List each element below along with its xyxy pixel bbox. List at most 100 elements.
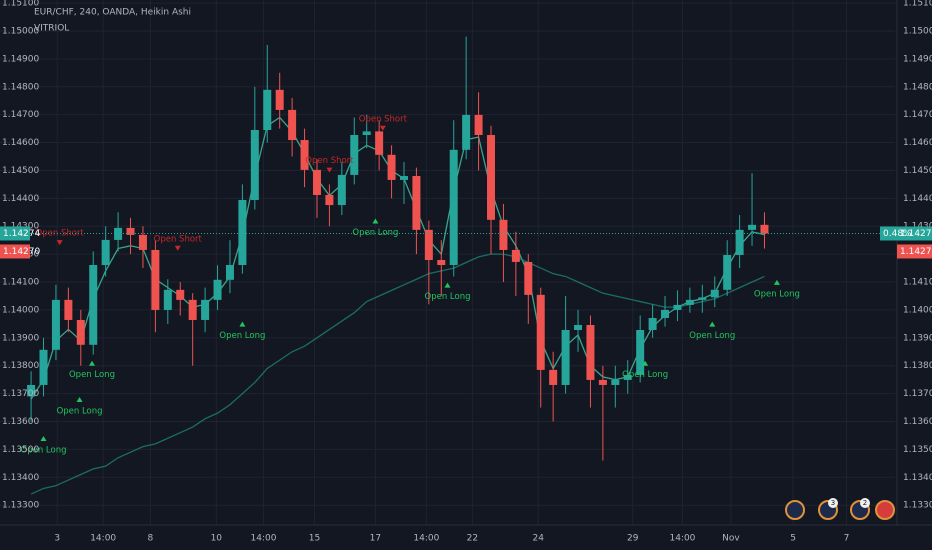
candle-body xyxy=(114,227,123,240)
signal-label: Open Long xyxy=(689,331,735,341)
x-tick-label: 24 xyxy=(533,534,545,544)
bid-price-badge: 1.14270 xyxy=(900,247,932,257)
signal-arrow xyxy=(379,125,386,131)
y-tick-label-right: 1.14900 xyxy=(903,54,932,64)
y-tick-label-right: 1.14000 xyxy=(903,305,932,315)
event-icon[interactable] xyxy=(875,500,895,520)
candle-body xyxy=(760,224,769,234)
signal-arrow xyxy=(642,360,649,366)
signal-arrow xyxy=(88,360,95,366)
x-tick-label: 8 xyxy=(148,534,154,544)
candle-body xyxy=(698,297,707,300)
y-tick-label-right: 1.13800 xyxy=(903,361,932,371)
y-tick-label-left: 1.15100 xyxy=(2,0,39,9)
candle-body xyxy=(487,135,496,220)
y-tick-label-left: 1.14400 xyxy=(2,194,39,204)
y-tick-label-right: 1.13600 xyxy=(903,417,932,427)
signal-label: Open Long xyxy=(69,370,115,380)
signal-arrow xyxy=(444,282,451,288)
candle-body xyxy=(673,304,682,310)
change-badge-bg xyxy=(880,226,897,241)
signal-label: Open Long xyxy=(754,289,800,299)
candle-body xyxy=(375,131,384,155)
y-tick-label-left: 1.13700 xyxy=(2,389,39,399)
y-tick-label-right: 1.14700 xyxy=(903,110,932,120)
candle-body xyxy=(151,249,160,310)
signal-arrow xyxy=(326,167,333,173)
last-price-badge: 1.14274 xyxy=(900,229,932,239)
candle-body xyxy=(51,299,60,350)
signal-label: Open Long xyxy=(352,228,398,238)
candle-body xyxy=(449,149,458,266)
candle-body xyxy=(89,265,98,345)
signal-arrow xyxy=(709,321,716,327)
candle-body xyxy=(748,224,757,230)
candle-body xyxy=(362,131,371,136)
signal-arrow xyxy=(76,396,83,402)
candle-body xyxy=(424,229,433,260)
signal-label: Open Short xyxy=(36,229,85,239)
candle-body xyxy=(399,176,408,180)
y-tick-label-right: 1.13400 xyxy=(903,473,932,483)
y-tick-label-left: 1.14600 xyxy=(2,138,39,148)
x-tick-label: 14:00 xyxy=(251,534,277,544)
y-tick-label-left: 1.14500 xyxy=(2,166,39,176)
ribbon-line xyxy=(30,253,765,495)
signal-arrow xyxy=(174,245,181,251)
y-tick-label-right: 1.13500 xyxy=(903,445,932,455)
candle-body xyxy=(337,174,346,206)
y-tick-label-left: 1.14800 xyxy=(2,82,39,92)
x-tick-label: 5 xyxy=(790,534,796,544)
event-count-bubble xyxy=(828,498,838,508)
event-count: 2 xyxy=(863,499,867,507)
candle-body xyxy=(586,324,595,380)
candle-body xyxy=(325,194,334,206)
grid xyxy=(0,0,895,525)
y-tick-label-right: 1.14800 xyxy=(903,82,932,92)
candle-body xyxy=(138,234,147,250)
candle-body xyxy=(238,200,247,266)
bid-price-badge-left-bg xyxy=(0,244,30,259)
x-tick-label: 14:00 xyxy=(669,534,695,544)
x-tick-label: 22 xyxy=(467,534,478,544)
candle-body xyxy=(213,279,222,300)
indicator-name: VITRIOL xyxy=(34,24,69,34)
candle-body xyxy=(275,89,284,110)
candle-body xyxy=(611,379,620,385)
chart-title: EUR/CHF, 240, OANDA, Heikin Ashi xyxy=(34,8,191,18)
candle-body xyxy=(163,289,172,310)
last-price-badge-bg xyxy=(897,226,932,241)
x-tick-label: Nov xyxy=(722,534,740,544)
event-count-bubble xyxy=(860,498,870,508)
candle-body xyxy=(263,89,272,130)
x-tick-label: 10 xyxy=(211,534,223,544)
candle-body xyxy=(636,330,645,375)
x-tick-label: 14:00 xyxy=(413,534,439,544)
candle-body xyxy=(126,227,135,235)
candle-body xyxy=(648,318,657,331)
candle-body xyxy=(225,265,234,280)
plot-area: Open Long Open Long Open Long Open Short Ope… xyxy=(0,36,895,495)
x-tick-label: 3 xyxy=(54,534,60,544)
y-tick-label-right: 1.14400 xyxy=(903,194,932,204)
candle-body xyxy=(300,140,309,170)
candle-body xyxy=(735,229,744,255)
candle-body xyxy=(511,249,520,262)
event-icon[interactable] xyxy=(785,500,805,520)
candle-body xyxy=(288,109,297,141)
y-tick-label-right: 1.14600 xyxy=(903,138,932,148)
candle-body xyxy=(536,294,545,370)
y-tick-label-left: 1.13600 xyxy=(2,417,39,427)
candle-body xyxy=(412,176,421,230)
change-badge: 0.48% xyxy=(883,229,912,239)
candle-body xyxy=(462,114,471,150)
candle-body xyxy=(64,299,73,320)
signal-arrow xyxy=(239,321,246,327)
candle-body xyxy=(474,114,483,136)
candle-body xyxy=(723,254,732,290)
signal-arrow xyxy=(773,279,780,285)
x-tick-label: 15 xyxy=(309,534,320,544)
y-tick-label-right: 1.15100 xyxy=(903,0,932,9)
